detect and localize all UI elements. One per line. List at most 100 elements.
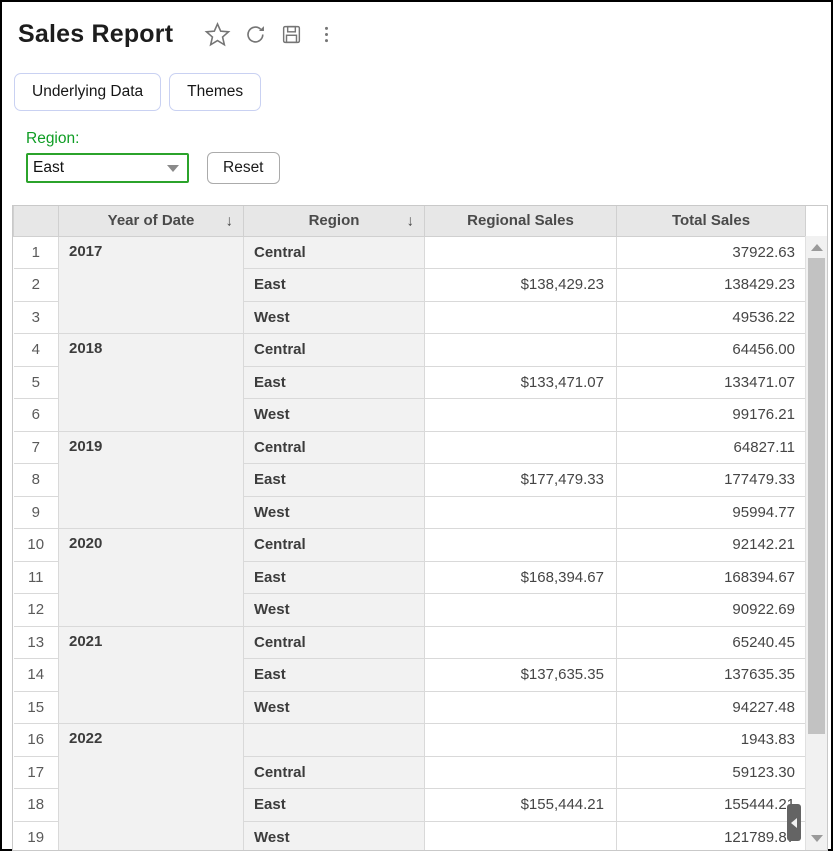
- column-header-year-of-date[interactable]: Year of Date ↓: [58, 206, 244, 237]
- region-select-value: East: [33, 159, 65, 176]
- table-row: 16 2022 1943.83: [13, 723, 806, 850]
- total-sales-cell: 1943.83: [616, 723, 806, 757]
- regional-sales-cell: [424, 625, 617, 659]
- table-row: 14 East $137,635.35 137635.35: [13, 658, 806, 692]
- regional-sales-cell: $137,635.35: [424, 658, 617, 692]
- table-row: 4 2018 Central 64456.00: [13, 333, 806, 432]
- row-number-cell: 13: [13, 625, 59, 659]
- total-sales-cell: 177479.33: [616, 463, 806, 497]
- vertical-scrollbar[interactable]: [805, 236, 827, 850]
- regional-sales-cell: [424, 755, 617, 789]
- row-number-cell: 18: [13, 788, 59, 822]
- table-row: 12 West 90922.69: [13, 593, 806, 627]
- total-sales-cell: 92142.21: [616, 528, 806, 562]
- regional-sales-cell: $177,479.33: [424, 463, 617, 497]
- region-cell: Central: [243, 333, 425, 367]
- total-sales-cell: 90922.69: [616, 593, 806, 627]
- region-select[interactable]: East: [26, 153, 189, 183]
- region-cell: East: [243, 268, 425, 302]
- table-row: 8 East $177,479.33 177479.33: [13, 463, 806, 497]
- regional-sales-cell: $168,394.67: [424, 560, 617, 594]
- regional-sales-cell: [424, 333, 617, 367]
- table-row: 10 2020 Central 92142.21: [13, 528, 806, 627]
- total-sales-cell: 121789.87: [616, 820, 806, 850]
- table-row: 17 Central 59123.30: [13, 755, 806, 789]
- table-row: 5 East $133,471.07 133471.07: [13, 365, 806, 399]
- region-filter-label: Region:: [26, 130, 80, 147]
- reset-button[interactable]: Reset: [207, 152, 280, 184]
- column-header-region[interactable]: Region ↓: [243, 206, 425, 237]
- themes-button[interactable]: Themes: [169, 73, 262, 111]
- kebab-menu-icon[interactable]: [316, 24, 337, 45]
- star-icon[interactable]: [204, 21, 231, 48]
- row-number-cell: 8: [13, 463, 59, 497]
- year-cell: 2018: [58, 333, 244, 432]
- year-cell: 2021: [58, 625, 244, 724]
- column-header-regional-sales[interactable]: Regional Sales: [424, 206, 617, 237]
- row-number-cell: 1: [13, 236, 59, 269]
- sort-desc-icon[interactable]: ↓: [406, 212, 415, 230]
- chevron-left-icon: [791, 817, 797, 828]
- row-number-cell: 14: [13, 658, 59, 692]
- total-sales-cell: 49536.22: [616, 300, 806, 334]
- table-row: 1 2017 Central 37922.63: [13, 236, 806, 334]
- regional-sales-cell: [424, 495, 617, 529]
- region-cell: Central: [243, 528, 425, 562]
- region-cell: Central: [243, 236, 425, 269]
- table-row: 19 West 121789.87: [13, 820, 806, 850]
- refresh-icon[interactable]: [244, 23, 267, 46]
- row-number-cell: 11: [13, 560, 59, 594]
- regional-sales-cell: [424, 528, 617, 562]
- regional-sales-cell: $138,429.23: [424, 268, 617, 302]
- region-cell: Central: [243, 625, 425, 659]
- save-icon[interactable]: [280, 23, 303, 46]
- app-header: Sales Report: [18, 16, 337, 52]
- total-sales-cell: 155444.21: [616, 788, 806, 822]
- region-cell: West: [243, 495, 425, 529]
- row-number-cell: 9: [13, 495, 59, 529]
- region-cell: West: [243, 593, 425, 627]
- total-sales-cell: 99176.21: [616, 398, 806, 432]
- total-sales-cell: 168394.67: [616, 560, 806, 594]
- scroll-down-icon[interactable]: [810, 835, 823, 842]
- table-row: 18 East $155,444.21 155444.21: [13, 788, 806, 822]
- row-number-cell: 16: [13, 723, 59, 757]
- region-cell: East: [243, 658, 425, 692]
- total-sales-cell: 137635.35: [616, 658, 806, 692]
- row-number-cell: 15: [13, 690, 59, 724]
- table-body: 1 2017 Central 37922.63 2 East $138,429.23 1384…: [13, 236, 806, 850]
- year-cell: 2017: [58, 236, 244, 334]
- collapse-panel-handle[interactable]: [787, 804, 801, 841]
- scroll-up-icon[interactable]: [810, 244, 823, 251]
- regional-sales-cell: $133,471.07: [424, 365, 617, 399]
- total-sales-cell: 138429.23: [616, 268, 806, 302]
- row-number-cell: 3: [13, 300, 59, 334]
- total-sales-cell: 94227.48: [616, 690, 806, 724]
- page-title: Sales Report: [18, 19, 174, 48]
- table-row: 6 West 99176.21: [13, 398, 806, 432]
- scrollbar-thumb[interactable]: [808, 258, 825, 734]
- row-number-cell: 2: [13, 268, 59, 302]
- table-row: 15 West 94227.48: [13, 690, 806, 724]
- regional-sales-cell: [424, 690, 617, 724]
- table-row: 13 2021 Central 65240.45: [13, 625, 806, 724]
- underlying-data-button[interactable]: Underlying Data: [14, 73, 162, 111]
- column-header-total-sales[interactable]: Total Sales: [616, 206, 806, 237]
- regional-sales-cell: [424, 236, 617, 269]
- region-cell: Central: [243, 430, 425, 464]
- row-number-cell: 19: [13, 820, 59, 850]
- row-number-header: [13, 206, 59, 237]
- regional-sales-cell: [424, 723, 617, 757]
- row-number-cell: 7: [13, 430, 59, 464]
- total-sales-cell: 64456.00: [616, 333, 806, 367]
- table-row: 7 2019 Central 64827.11: [13, 430, 806, 529]
- region-cell: West: [243, 820, 425, 850]
- sales-table: Year of Date ↓ Region ↓ Regional Sales T…: [13, 206, 806, 850]
- row-number-cell: 12: [13, 593, 59, 627]
- sort-desc-icon[interactable]: ↓: [225, 212, 234, 230]
- row-number-cell: 10: [13, 528, 59, 562]
- total-sales-cell: 37922.63: [616, 236, 806, 269]
- toolbar: Underlying Data Themes: [14, 73, 262, 111]
- region-cell: West: [243, 398, 425, 432]
